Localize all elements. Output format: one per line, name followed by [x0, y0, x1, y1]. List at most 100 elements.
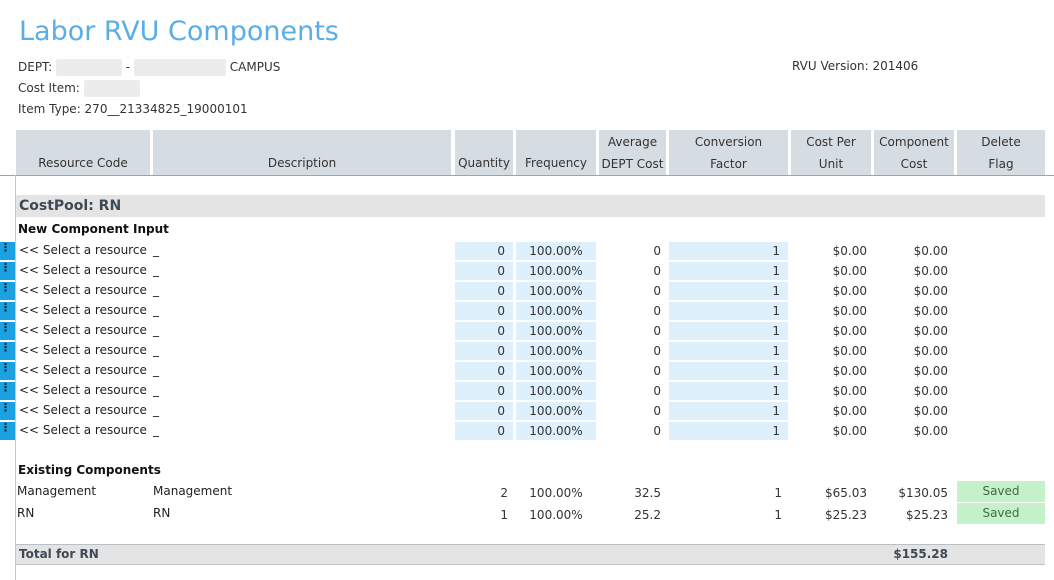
description-placeholder: _ [153, 343, 159, 357]
description-placeholder: _ [153, 263, 159, 277]
cost-per-unit: $0.00 [832, 364, 867, 378]
row-drag-handle[interactable]: ⋮ [0, 302, 15, 320]
row-drag-handle[interactable]: ⋮ [0, 322, 15, 340]
existing-average-dept-cost: 32.5 [634, 486, 661, 500]
select-resource-link[interactable]: << Select a resource [19, 403, 147, 417]
quantity-input[interactable]: 0 [455, 302, 513, 320]
existing-component-cost: $25.23 [906, 508, 948, 522]
total-label: Total for RN [19, 547, 99, 561]
component-cost: $0.00 [913, 404, 948, 418]
dept-label: DEPT: [18, 60, 53, 74]
frequency-input[interactable]: 100.00% [516, 362, 596, 380]
select-resource-link[interactable]: << Select a resource [19, 263, 147, 277]
cost-per-unit: $0.00 [832, 324, 867, 338]
description-placeholder: _ [153, 363, 159, 377]
average-dept-cost: 0 [653, 244, 661, 258]
item-type: Item Type: 270__21334825_19000101 [18, 102, 248, 116]
component-cost: $0.00 [913, 424, 948, 438]
conversion-factor-input[interactable]: 1 [669, 322, 788, 340]
cost-per-unit: $0.00 [832, 424, 867, 438]
saved-status-badge[interactable]: Saved [957, 503, 1045, 524]
conversion-factor-input[interactable]: 1 [669, 422, 788, 440]
frequency-input[interactable]: 100.00% [516, 242, 596, 260]
row-drag-handle[interactable]: ⋮ [0, 362, 15, 380]
existing-resource-code: RN [17, 506, 35, 520]
costpool-header: CostPool: RN [16, 195, 1045, 217]
existing-cost-per-unit: $25.23 [825, 508, 867, 522]
existing-frequency: 100.00% [529, 486, 583, 500]
frequency-input[interactable]: 100.00% [516, 282, 596, 300]
header-divider [0, 175, 1054, 176]
frequency-input[interactable]: 100.00% [516, 342, 596, 360]
component-cost: $0.00 [913, 384, 948, 398]
quantity-input[interactable]: 0 [455, 422, 513, 440]
header-frequency: Frequency [516, 130, 596, 175]
row-drag-handle[interactable]: ⋮ [0, 382, 15, 400]
existing-average-dept-cost: 25.2 [634, 508, 661, 522]
quantity-input[interactable]: 0 [455, 342, 513, 360]
frequency-input[interactable]: 100.00% [516, 262, 596, 280]
select-resource-link[interactable]: << Select a resource [19, 323, 147, 337]
page-title: Labor RVU Components [19, 16, 339, 47]
average-dept-cost: 0 [653, 324, 661, 338]
rvu-version: RVU Version: 201406 [792, 59, 919, 73]
frequency-input[interactable]: 100.00% [516, 382, 596, 400]
dept-name-redacted [133, 59, 226, 76]
new-component-heading: New Component Input [18, 222, 169, 236]
average-dept-cost: 0 [653, 264, 661, 278]
total-value: $155.28 [893, 547, 948, 561]
select-resource-link[interactable]: << Select a resource [19, 283, 147, 297]
average-dept-cost: 0 [653, 424, 661, 438]
frequency-input[interactable]: 100.00% [516, 402, 596, 420]
conversion-factor-input[interactable]: 1 [669, 402, 788, 420]
row-drag-handle[interactable]: ⋮ [0, 342, 15, 360]
dept-campus: CAMPUS [229, 60, 281, 74]
average-dept-cost: 0 [653, 404, 661, 418]
description-placeholder: _ [153, 323, 159, 337]
cost-item-label: Cost Item: [18, 81, 80, 95]
existing-cost-per-unit: $65.03 [825, 486, 867, 500]
conversion-factor-input[interactable]: 1 [669, 342, 788, 360]
header-resource-code: Resource Code [16, 130, 150, 175]
header-description: Description [153, 130, 451, 175]
conversion-factor-input[interactable]: 1 [669, 262, 788, 280]
conversion-factor-input[interactable]: 1 [669, 242, 788, 260]
average-dept-cost: 0 [653, 384, 661, 398]
conversion-factor-input[interactable]: 1 [669, 382, 788, 400]
component-cost: $0.00 [913, 244, 948, 258]
frequency-input[interactable]: 100.00% [516, 322, 596, 340]
quantity-input[interactable]: 0 [455, 262, 513, 280]
average-dept-cost: 0 [653, 284, 661, 298]
existing-frequency: 100.00% [529, 508, 583, 522]
existing-quantity: 1 [500, 508, 508, 522]
select-resource-link[interactable]: << Select a resource [19, 243, 147, 257]
frequency-input[interactable]: 100.00% [516, 422, 596, 440]
row-drag-handle[interactable]: ⋮ [0, 282, 15, 300]
row-drag-handle[interactable]: ⋮ [0, 402, 15, 420]
average-dept-cost: 0 [653, 344, 661, 358]
quantity-input[interactable]: 0 [455, 402, 513, 420]
quantity-input[interactable]: 0 [455, 362, 513, 380]
frequency-input[interactable]: 100.00% [516, 302, 596, 320]
select-resource-link[interactable]: << Select a resource [19, 303, 147, 317]
quantity-input[interactable]: 0 [455, 282, 513, 300]
conversion-factor-input[interactable]: 1 [669, 282, 788, 300]
quantity-input[interactable]: 0 [455, 322, 513, 340]
saved-status-badge[interactable]: Saved [957, 481, 1045, 502]
select-resource-link[interactable]: << Select a resource [19, 383, 147, 397]
cost-per-unit: $0.00 [832, 344, 867, 358]
average-dept-cost: 0 [653, 364, 661, 378]
row-drag-handle[interactable]: ⋮ [0, 242, 15, 260]
select-resource-link[interactable]: << Select a resource [19, 343, 147, 357]
header-cost-per-unit: Cost Per Unit [791, 130, 871, 175]
conversion-factor-input[interactable]: 1 [669, 362, 788, 380]
row-drag-handle[interactable]: ⋮ [0, 262, 15, 280]
quantity-input[interactable]: 0 [455, 382, 513, 400]
quantity-input[interactable]: 0 [455, 242, 513, 260]
row-drag-handle[interactable]: ⋮ [0, 422, 15, 440]
description-placeholder: _ [153, 403, 159, 417]
select-resource-link[interactable]: << Select a resource [19, 363, 147, 377]
existing-description: RN [153, 506, 171, 520]
select-resource-link[interactable]: << Select a resource [19, 423, 147, 437]
conversion-factor-input[interactable]: 1 [669, 302, 788, 320]
